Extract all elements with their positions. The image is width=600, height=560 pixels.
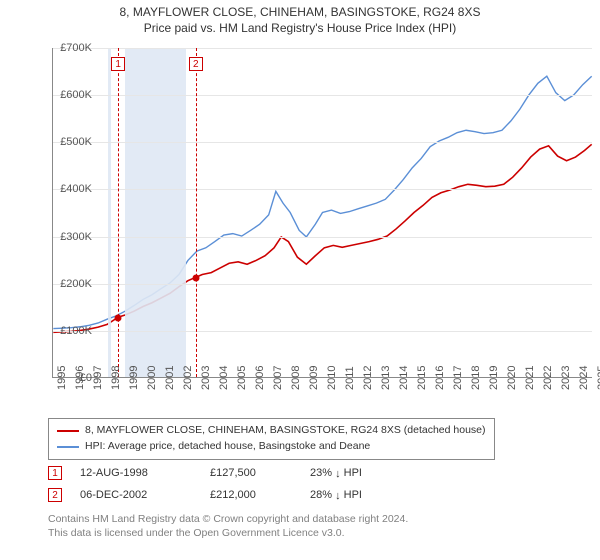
legend-label: HPI: Average price, detached house, Basi… bbox=[85, 439, 370, 455]
gridline bbox=[53, 95, 592, 96]
event-pct-suffix: HPI bbox=[344, 489, 362, 501]
x-axis-label: 2020 bbox=[506, 366, 518, 390]
x-axis-label: 2021 bbox=[524, 366, 536, 390]
event-row: 1 12-AUG-1998 £127,500 23% ↓ HPI bbox=[48, 462, 370, 484]
x-axis-label: 1997 bbox=[92, 366, 104, 390]
legend-swatch bbox=[57, 446, 79, 448]
gridline bbox=[53, 142, 592, 143]
y-axis-label: £400K bbox=[52, 183, 92, 195]
x-axis-label: 2000 bbox=[146, 366, 158, 390]
y-axis-label: £600K bbox=[52, 89, 92, 101]
y-axis-label: £200K bbox=[52, 278, 92, 290]
legend-swatch bbox=[57, 430, 79, 432]
plot-area: 12 bbox=[52, 48, 592, 378]
event-vline bbox=[196, 48, 197, 377]
gridline bbox=[53, 48, 592, 49]
event-date: 12-AUG-1998 bbox=[80, 467, 210, 479]
title-line-2: Price paid vs. HM Land Registry's House … bbox=[0, 20, 600, 36]
y-axis-label: £300K bbox=[52, 231, 92, 243]
event-marker-icon: 1 bbox=[48, 466, 62, 480]
x-axis-label: 2023 bbox=[560, 366, 572, 390]
x-axis-label: 1999 bbox=[128, 366, 140, 390]
gridline bbox=[53, 331, 592, 332]
x-axis-label: 2018 bbox=[470, 366, 482, 390]
event-point-icon bbox=[115, 314, 122, 321]
event-pct: 28% ↓ HPI bbox=[310, 489, 370, 501]
x-axis-label: 2008 bbox=[290, 366, 302, 390]
x-axis-label: 1996 bbox=[74, 366, 86, 390]
title-line-1: 8, MAYFLOWER CLOSE, CHINEHAM, BASINGSTOK… bbox=[0, 4, 600, 20]
event-row: 2 06-DEC-2002 £212,000 28% ↓ HPI bbox=[48, 484, 370, 506]
footnote: Contains HM Land Registry data © Crown c… bbox=[48, 512, 588, 540]
x-axis-label: 2024 bbox=[578, 366, 590, 390]
legend: 8, MAYFLOWER CLOSE, CHINEHAM, BASINGSTOK… bbox=[48, 418, 495, 460]
gridline bbox=[53, 189, 592, 190]
event-marker-icon: 2 bbox=[48, 488, 62, 502]
recession-shade bbox=[125, 48, 186, 377]
x-axis-label: 2019 bbox=[488, 366, 500, 390]
legend-item: 8, MAYFLOWER CLOSE, CHINEHAM, BASINGSTOK… bbox=[57, 423, 486, 439]
x-axis-label: 2003 bbox=[200, 366, 212, 390]
x-axis-label: 2014 bbox=[398, 366, 410, 390]
x-axis-label: 2016 bbox=[434, 366, 446, 390]
x-axis-label: 2015 bbox=[416, 366, 428, 390]
recession-shade bbox=[108, 48, 111, 377]
x-axis-label: 2012 bbox=[362, 366, 374, 390]
x-axis-label: 2002 bbox=[182, 366, 194, 390]
gridline bbox=[53, 237, 592, 238]
x-axis-label: 2001 bbox=[164, 366, 176, 390]
x-axis-label: 2009 bbox=[308, 366, 320, 390]
x-axis-label: 1995 bbox=[56, 366, 68, 390]
x-axis-label: 2010 bbox=[326, 366, 338, 390]
y-axis-label: £100K bbox=[52, 325, 92, 337]
event-date: 06-DEC-2002 bbox=[80, 489, 210, 501]
x-axis-label: 2013 bbox=[380, 366, 392, 390]
event-point-icon bbox=[192, 275, 199, 282]
x-axis-label: 1998 bbox=[110, 366, 122, 390]
x-axis-label: 2007 bbox=[272, 366, 284, 390]
footnote-line: Contains HM Land Registry data © Crown c… bbox=[48, 512, 588, 526]
event-marker-icon: 2 bbox=[189, 57, 203, 71]
legend-item: HPI: Average price, detached house, Basi… bbox=[57, 439, 486, 455]
event-vline bbox=[118, 48, 119, 377]
event-price: £127,500 bbox=[210, 467, 310, 479]
event-pct: 23% ↓ HPI bbox=[310, 467, 370, 479]
event-price: £212,000 bbox=[210, 489, 310, 501]
x-axis-label: 2004 bbox=[218, 366, 230, 390]
legend-label: 8, MAYFLOWER CLOSE, CHINEHAM, BASINGSTOK… bbox=[85, 423, 486, 439]
chart: 12 £0£100K£200K£300K£400K£500K£600K£700K… bbox=[8, 42, 592, 402]
down-arrow-icon: ↓ bbox=[335, 490, 341, 502]
x-axis-label: 2017 bbox=[452, 366, 464, 390]
footnote-line: This data is licensed under the Open Gov… bbox=[48, 526, 588, 540]
x-axis-label: 2022 bbox=[542, 366, 554, 390]
gridline bbox=[53, 284, 592, 285]
x-axis-label: 2006 bbox=[254, 366, 266, 390]
x-axis-label: 2005 bbox=[236, 366, 248, 390]
down-arrow-icon: ↓ bbox=[335, 468, 341, 480]
y-axis-label: £700K bbox=[52, 42, 92, 54]
event-pct-suffix: HPI bbox=[344, 467, 362, 479]
event-pct-value: 23% bbox=[310, 467, 332, 479]
event-pct-value: 28% bbox=[310, 489, 332, 501]
x-axis-label: 2011 bbox=[344, 366, 356, 390]
event-marker-icon: 1 bbox=[111, 57, 125, 71]
chart-title-block: 8, MAYFLOWER CLOSE, CHINEHAM, BASINGSTOK… bbox=[0, 0, 600, 38]
events-table: 1 12-AUG-1998 £127,500 23% ↓ HPI 2 06-DE… bbox=[48, 462, 370, 506]
x-axis-label: 2025 bbox=[596, 366, 600, 390]
y-axis-label: £500K bbox=[52, 136, 92, 148]
